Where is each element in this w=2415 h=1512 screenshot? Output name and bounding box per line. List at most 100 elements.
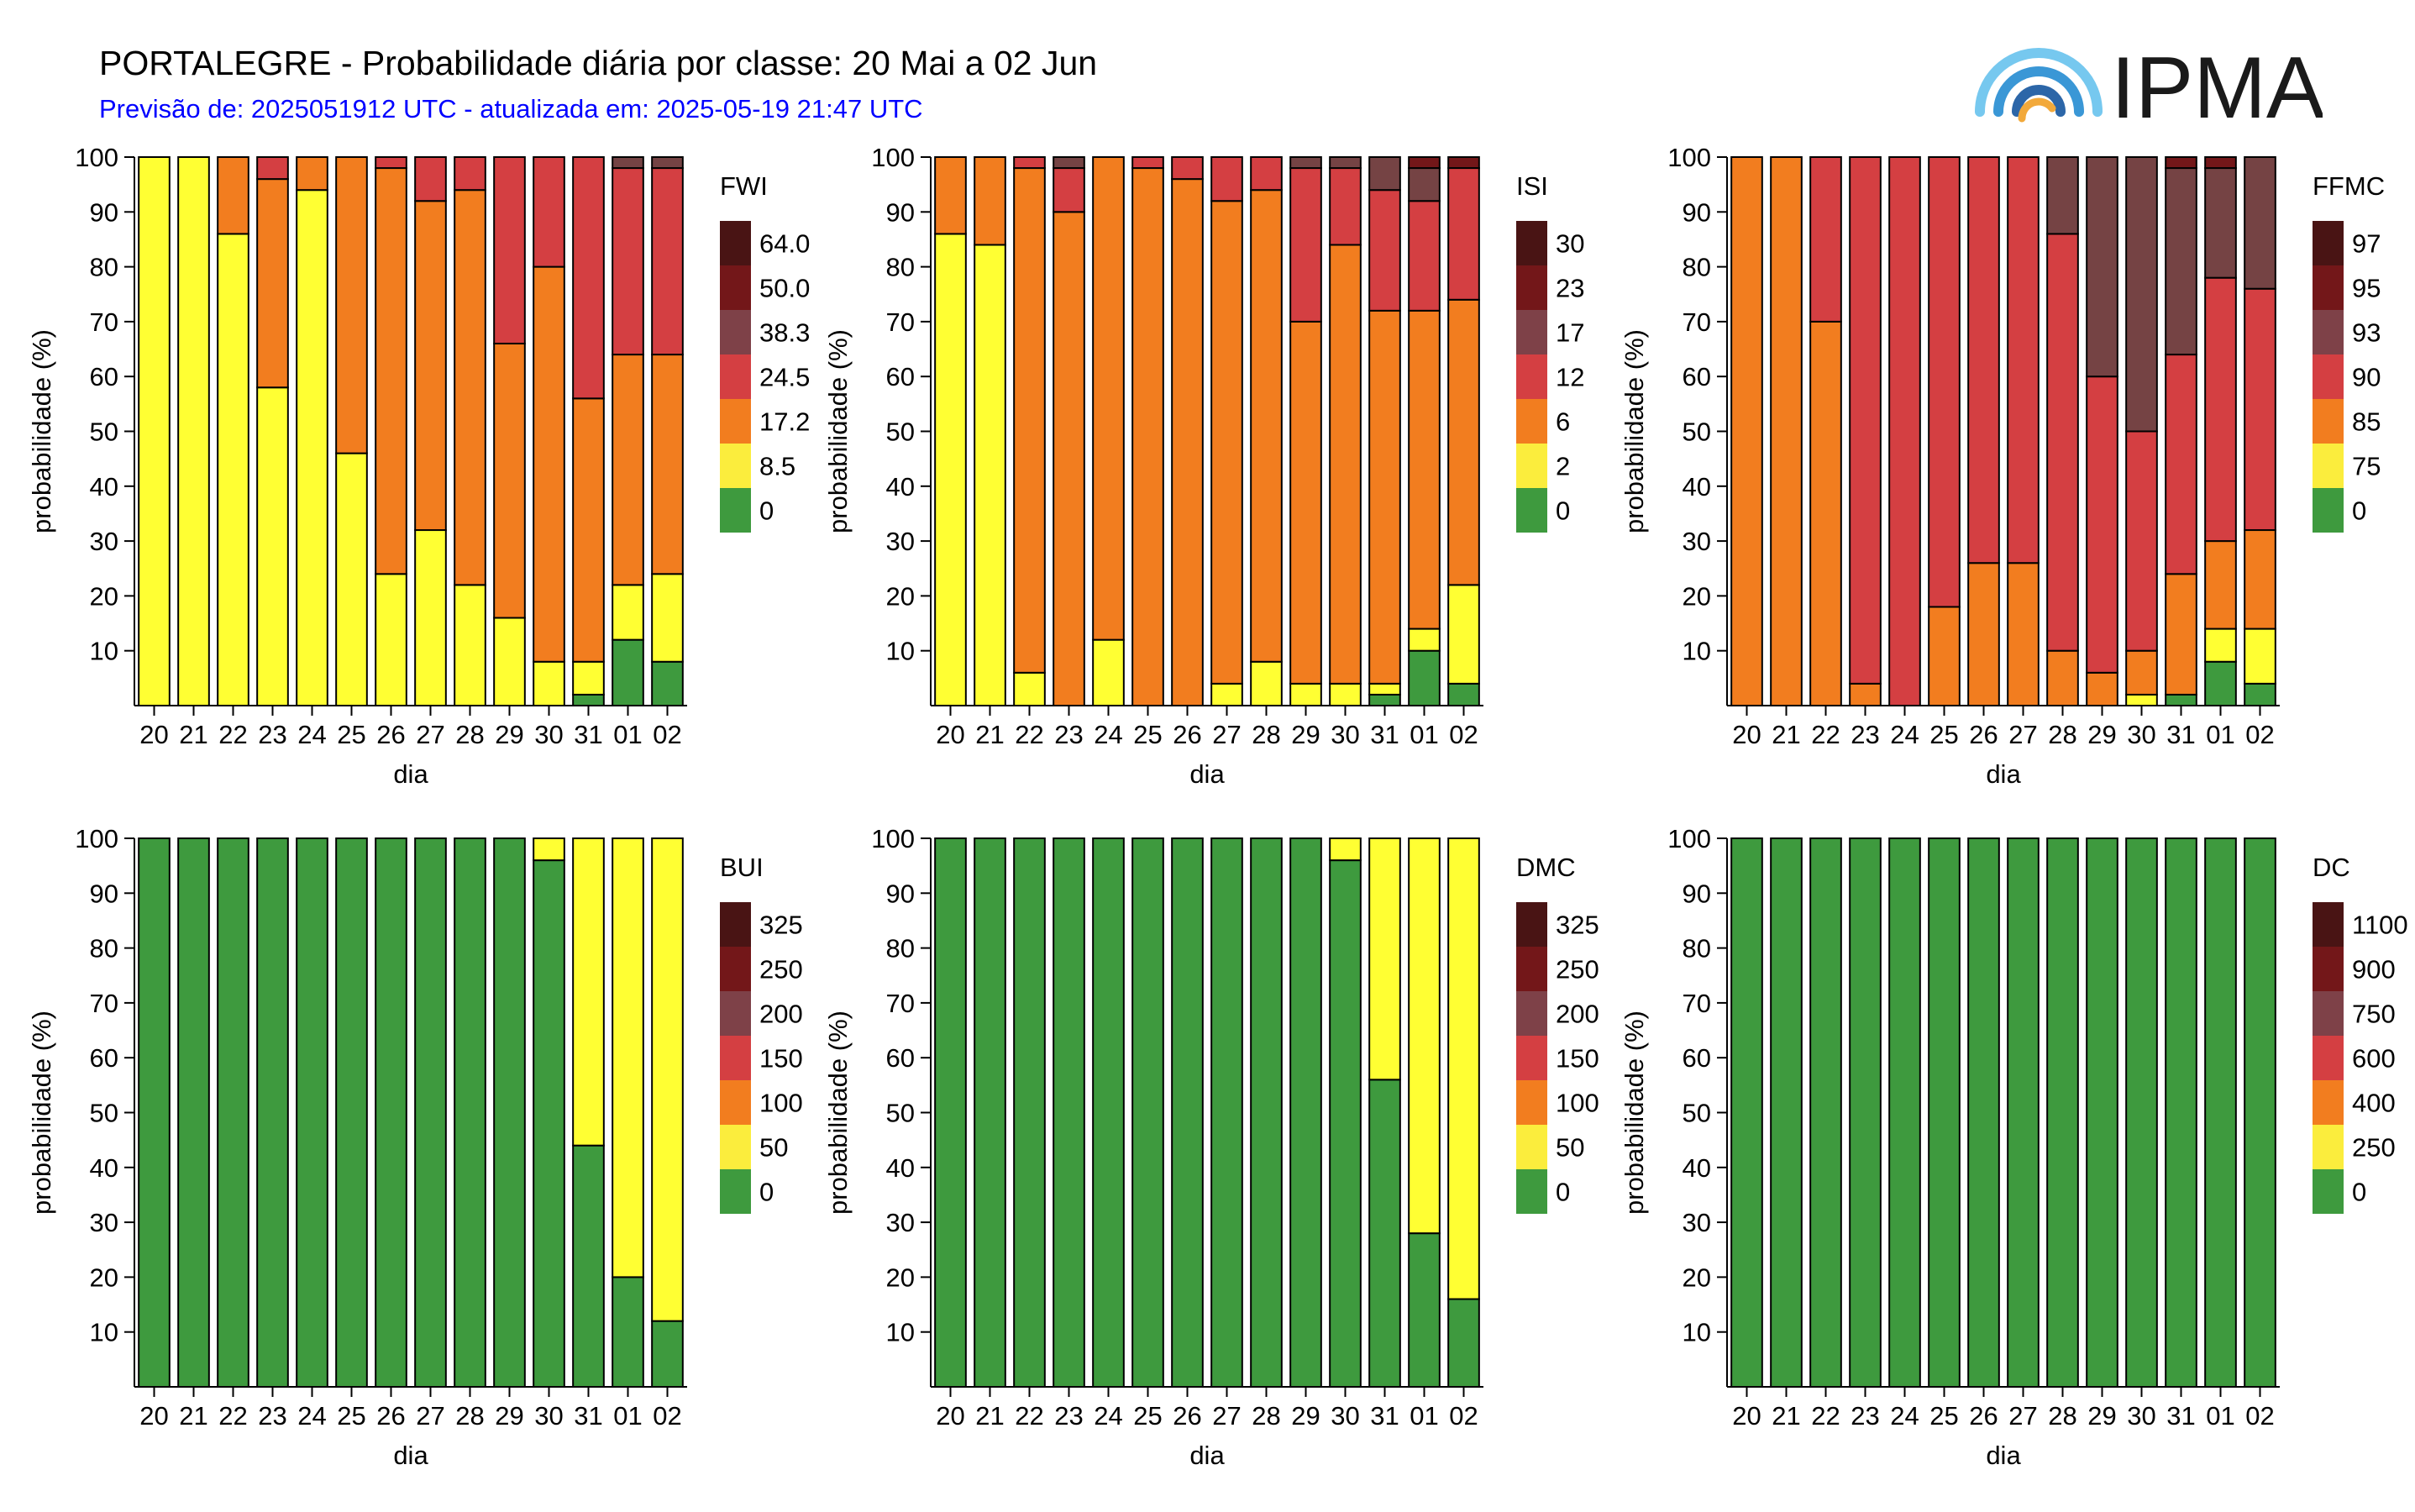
y-tick-label: 60 (886, 1043, 915, 1073)
chart-panel-ffmc: 10 20 30 40 50 60 70 80 90 100 20 21 22 23 24 25 26 27 28 2… (1620, 143, 2385, 789)
y-tick-label: 40 (1683, 1153, 1711, 1183)
x-axis-label: dia (393, 1441, 428, 1470)
y-tick-label: 90 (886, 197, 915, 227)
bar-segment (934, 156, 967, 235)
bar-segment (1329, 167, 1362, 246)
bar-segment (572, 693, 605, 707)
x-tick-label: 25 (337, 1401, 365, 1431)
legend-swatch (720, 1080, 751, 1125)
x-tick-label: 29 (2087, 720, 2116, 749)
legend-swatch (720, 1169, 751, 1214)
bar-segment (2086, 671, 2118, 707)
y-tick-label: 80 (90, 253, 118, 282)
bar-segment (2204, 837, 2237, 1388)
bar-segment (1289, 167, 1322, 323)
bar-segment (651, 156, 684, 170)
x-tick-label: 01 (613, 720, 642, 749)
y-tick-label: 100 (1667, 824, 1711, 853)
legend-label: 250 (1556, 955, 1599, 984)
bar-segment (177, 837, 210, 1388)
legend-swatch (720, 991, 751, 1036)
bar-segment (651, 1320, 684, 1389)
x-tick-label: 30 (534, 1401, 563, 1431)
bar-segment (2046, 649, 2079, 707)
legend-label: 150 (1556, 1044, 1599, 1074)
bar-segment (1053, 156, 1085, 170)
bar-segment (1053, 211, 1085, 707)
x-tick-label: 01 (2206, 1401, 2234, 1431)
y-axis-label: probabilidade (%) (1620, 329, 1649, 533)
bar-segment (1408, 309, 1441, 630)
bar-segment (2244, 837, 2276, 1388)
x-tick-label: 30 (1331, 720, 1359, 749)
bar-segment (1730, 156, 1763, 706)
y-axis-label: probabilidade (%) (1620, 1011, 1649, 1215)
bar-segment (1408, 649, 1441, 707)
legend-swatch (1516, 310, 1547, 354)
x-tick-label: 31 (2166, 720, 2195, 749)
x-tick-label: 21 (1772, 720, 1800, 749)
y-tick-label: 70 (90, 989, 118, 1018)
x-tick-label: 20 (139, 1401, 168, 1431)
bar-segment (256, 178, 289, 389)
ipma-logo-icon (1975, 48, 2103, 123)
x-tick-label: 24 (297, 720, 326, 749)
forecast-subtitle: Previsão de: 2025051912 UTC - atualizada… (99, 94, 923, 123)
bar-segment (2086, 375, 2118, 674)
x-tick-label: 28 (455, 720, 484, 749)
bar-segment (2046, 233, 2079, 652)
bar-segment (1368, 309, 1401, 685)
bar-segment (1171, 178, 1204, 706)
bar-segment (2204, 167, 2237, 279)
bar-segment (1250, 189, 1283, 663)
legend-swatch (2313, 310, 2344, 354)
legend-label: 85 (2352, 407, 2381, 437)
bar-segment (1408, 837, 1441, 1235)
bar-segment (414, 837, 447, 1388)
bar-segment (1849, 682, 1882, 707)
legend-swatch (1516, 1080, 1547, 1125)
y-tick-label: 90 (1683, 197, 1711, 227)
x-tick-label: 20 (1732, 720, 1761, 749)
y-tick-label: 50 (1683, 1099, 1711, 1128)
y-tick-label: 30 (90, 527, 118, 556)
x-tick-label: 27 (2008, 720, 2037, 749)
x-tick-label: 22 (218, 720, 247, 749)
bar-segment (1289, 320, 1322, 685)
x-tick-label: 21 (975, 720, 1004, 749)
bar-segment (1849, 837, 1882, 1388)
bar-segment (2007, 156, 2040, 564)
y-tick-label: 50 (886, 417, 915, 447)
bar-segment (1368, 682, 1401, 696)
legend-label: 50 (759, 1133, 788, 1163)
bar-segment (1013, 156, 1046, 170)
legend-swatch (720, 1125, 751, 1169)
x-tick-label: 26 (1969, 1401, 1998, 1431)
x-tick-label: 29 (1291, 1401, 1320, 1431)
legend-label: 900 (2352, 955, 2396, 984)
bar-segment (2244, 287, 2276, 532)
bar-segment (335, 452, 368, 706)
legend-label: 17 (1556, 318, 1584, 348)
bar-segment (1368, 1079, 1401, 1388)
legend-label: 0 (759, 1178, 774, 1207)
y-tick-label: 50 (1683, 417, 1711, 447)
x-tick-label: 28 (2048, 1401, 2076, 1431)
y-tick-label: 10 (886, 1318, 915, 1347)
bar-segment (256, 837, 289, 1388)
x-tick-label: 01 (613, 1401, 642, 1431)
x-axis-label: dia (393, 759, 428, 789)
bar-segment (217, 156, 249, 235)
y-tick-label: 30 (886, 1208, 915, 1237)
legend-label: 250 (759, 955, 803, 984)
x-tick-label: 29 (2087, 1401, 2116, 1431)
logo-arc-outer (1975, 48, 2103, 117)
bar-segment (375, 156, 407, 170)
bar-segment (1329, 682, 1362, 707)
y-tick-label: 80 (1683, 253, 1711, 282)
bar-segment (454, 189, 486, 586)
bar-segment (138, 156, 171, 706)
bar-segment (2244, 529, 2276, 630)
x-tick-label: 31 (574, 1401, 602, 1431)
y-tick-label: 60 (1683, 1043, 1711, 1073)
